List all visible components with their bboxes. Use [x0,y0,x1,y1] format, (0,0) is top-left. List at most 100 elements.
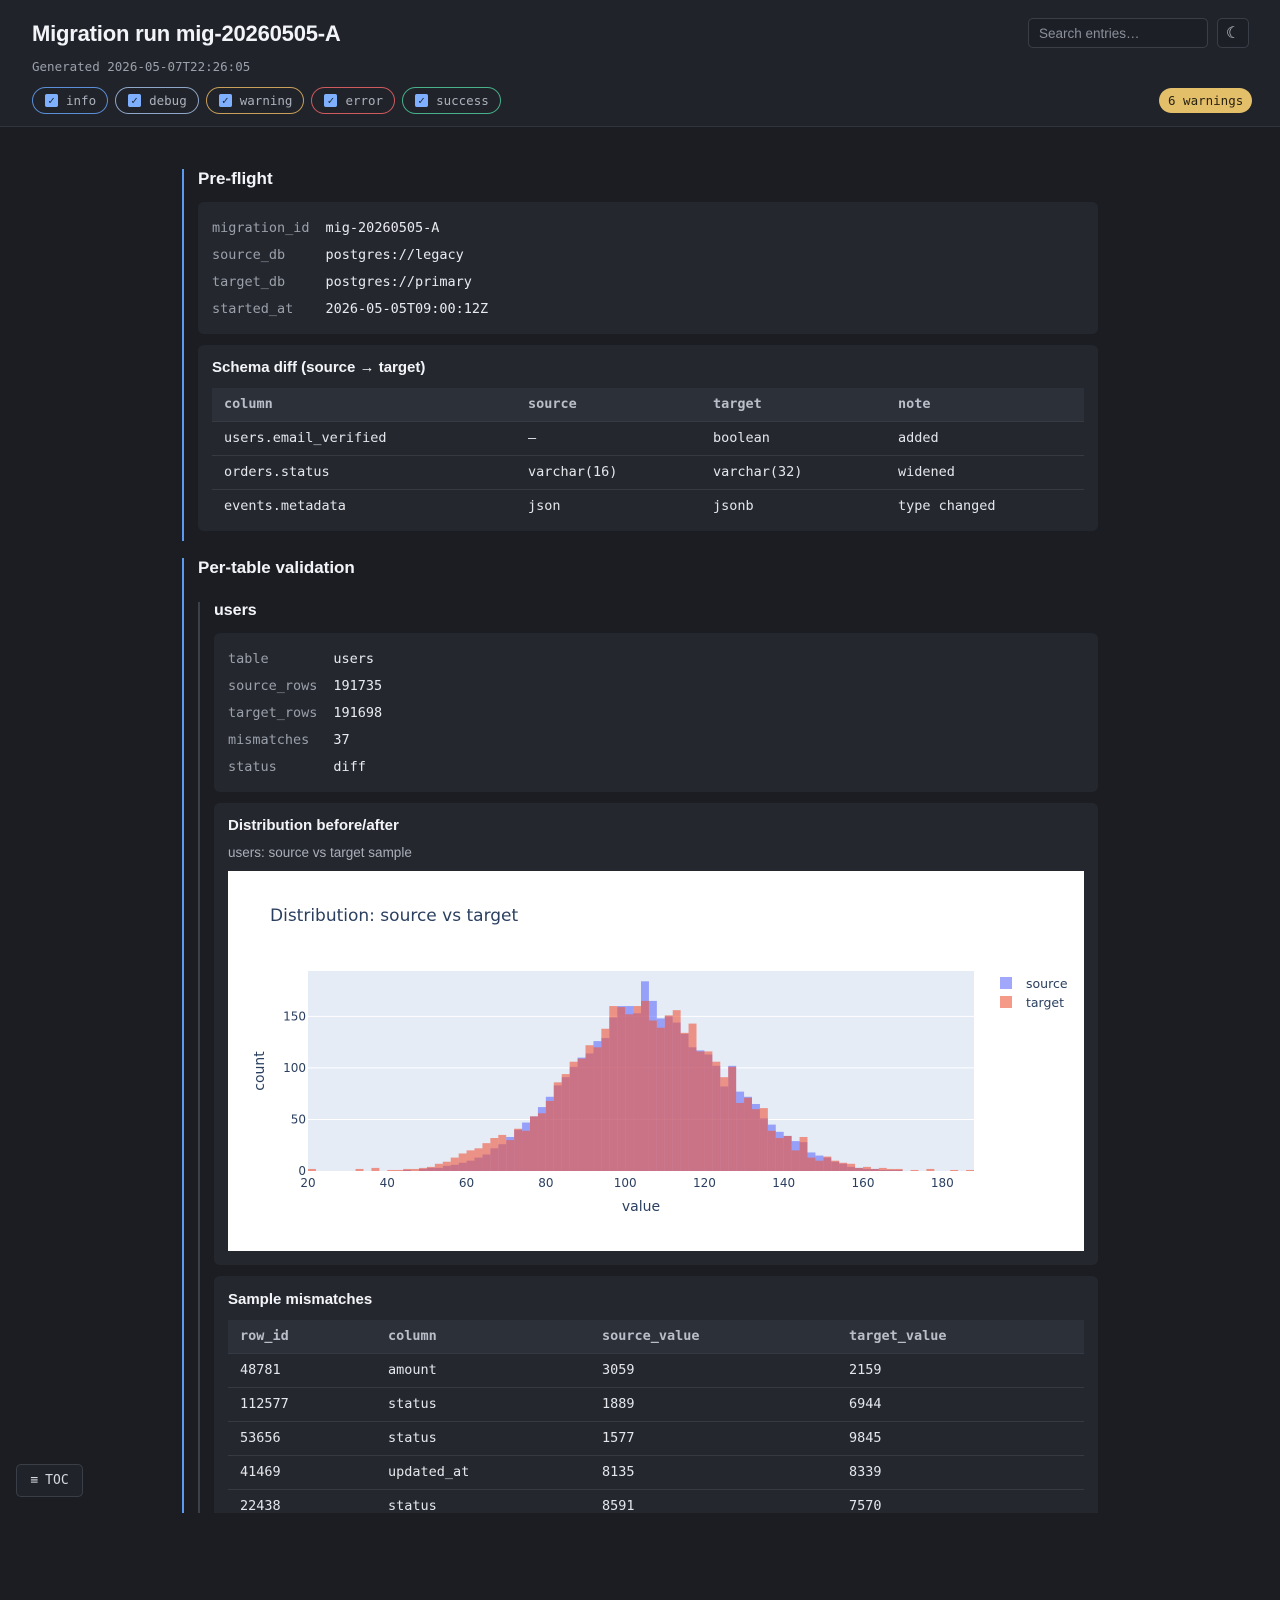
histogram-bar [577,1058,586,1171]
histogram-bar [791,1150,800,1171]
y-tick-label: 0 [298,1164,306,1178]
filter-chip-warning[interactable]: ✓ warning [205,87,305,114]
histogram-bar [633,1006,641,1171]
histogram-bar [696,1051,705,1171]
distribution-chart: Distribution: source vs target 20 40 60 80 10… [228,871,1084,1251]
histogram-bar [926,1168,935,1171]
legend-label[interactable]: target [1026,995,1064,1010]
legend-swatch[interactable] [1000,996,1012,1008]
table-cell: widened [886,454,1084,489]
x-tick-label: 160 [852,1176,875,1190]
filter-chip-success[interactable]: ✓ success [402,87,501,114]
section-validation: Per-table validation [182,558,1098,1513]
histogram-svg: Distribution: source vs target 20 40 60 80 10… [252,906,1068,1215]
histogram-bar [426,1166,435,1171]
mismatches-table: row_id column source_value target_value 487… [228,1320,1084,1513]
histogram-bar [625,1014,634,1171]
histogram-bar [514,1128,523,1171]
x-tick-label: 180 [931,1176,954,1190]
checkbox-icon[interactable]: ✓ [45,94,58,107]
kv-key: status [228,759,277,775]
histogram-bar [419,1167,427,1171]
toc-button[interactable]: ≡ TOC [16,1464,83,1497]
histogram-bar [847,1163,856,1171]
moon-icon: ☾ [1225,25,1241,42]
histogram-bar [458,1153,467,1171]
filter-chip-info[interactable]: ✓ info [32,87,109,114]
kv-key: migration_id [212,220,310,236]
histogram-bar [403,1168,412,1171]
filter-chip-debug[interactable]: ✓ debug [115,87,199,114]
table-row: 53656 status 1577 9845 [228,1420,1084,1455]
table-cell: 22438 [228,1488,376,1513]
series-target [308,1000,974,1171]
histogram-bar [371,1167,380,1171]
histogram-bar [744,1097,752,1171]
histogram-bar [950,1169,959,1171]
report-content: Pre-flight migration_id mig-20260505-A sou… [0,128,1280,1513]
x-tick-label: 20 [300,1176,315,1190]
table-cell: jsonb [701,488,886,523]
filter-chip-error[interactable]: ✓ error [311,87,396,114]
histogram-bar [308,1168,316,1171]
table-cell: boolean [701,420,886,455]
histogram-bar [609,1006,618,1171]
histogram-bar [688,1023,697,1171]
histogram-bar [537,1113,546,1171]
theme-toggle-button[interactable]: ☾ [1217,18,1249,48]
table-cell: added [886,420,1084,455]
x-tick-label: 40 [380,1176,395,1190]
mismatches-title: Sample mismatches [228,1291,373,1308]
histogram-bar [712,1061,721,1171]
distribution-title: Distribution before/after [228,817,399,834]
table-cell: json [516,488,701,523]
filter-label: info [66,93,97,108]
kv-key: target_rows [228,705,318,721]
histogram-bar [434,1163,443,1171]
schema-diff-card: Schema diff (source → target) column sour… [198,345,1098,531]
histogram-bar [450,1157,459,1171]
checkbox-icon[interactable]: ✓ [218,94,232,107]
table-cell: orders.status [212,454,516,489]
y-tick-label: 100 [283,1061,306,1075]
users-kv-list: table users source_rows 191735 target_rows 19… [228,646,1084,781]
histogram-bar [395,1169,404,1171]
kv-value: mig-20260505-A [325,220,440,236]
legend-swatch[interactable] [1000,977,1012,989]
histogram-bar [680,1032,689,1171]
histogram-bar [752,1109,760,1171]
subsection-users: users table users source_rows 191735 target_… [198,602,1098,1513]
histogram-bar [855,1167,863,1171]
histogram-bar [585,1045,594,1171]
histogram-bar [886,1168,895,1171]
table-row: 48781 amount 3059 2159 [228,1352,1084,1387]
histogram-bar [870,1168,879,1171]
histogram-bar [387,1169,396,1171]
histogram-bar [490,1138,499,1171]
column-header: column [376,1320,590,1353]
checkbox-icon[interactable]: ✓ [128,94,142,107]
histogram-bar [466,1150,475,1171]
histogram-bar [720,1077,729,1171]
x-tick-label: 140 [772,1176,795,1190]
histogram-bar [704,1051,713,1171]
histogram-bar [656,1027,665,1171]
menu-icon: ≡ [30,1473,39,1488]
kv-key: target_db [212,274,286,290]
table-cell: 41469 [228,1454,376,1489]
distribution-card: Distribution before/after users: source … [214,803,1098,1265]
warnings-badge[interactable]: 6 warnings [1159,88,1253,113]
legend-label[interactable]: source [1026,976,1068,991]
histogram-bar [728,1066,737,1171]
histogram-bar [522,1130,530,1171]
search-input[interactable] [1028,18,1208,48]
table-cell: — [516,420,701,455]
subsection-title-users: users [214,602,257,619]
histogram-bar [863,1166,871,1171]
checkbox-icon[interactable]: ✓ [415,94,429,107]
checkbox-icon[interactable]: ✓ [324,94,338,107]
kv-value: users [333,651,375,667]
histogram-bar [498,1134,507,1171]
users-kv-card: table users source_rows 191735 target_rows 19… [214,633,1098,792]
table-cell: amount [376,1352,590,1387]
